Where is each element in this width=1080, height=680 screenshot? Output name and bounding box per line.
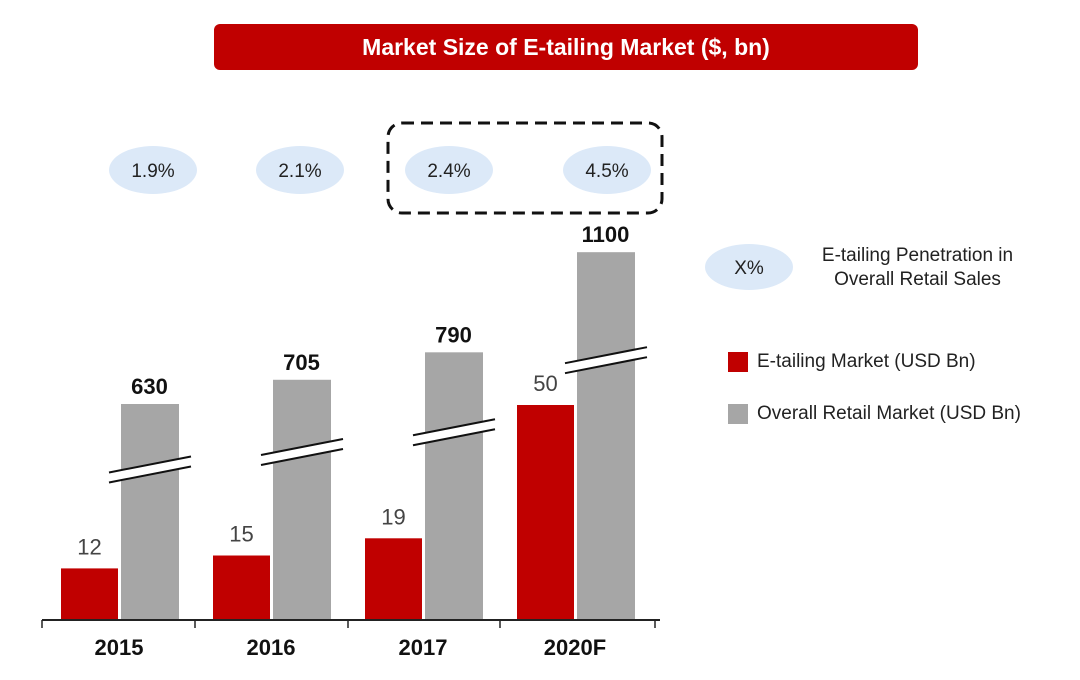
legend-series-0-label: E-tailing Market (USD Bn) — [757, 351, 976, 372]
axis-break-line-2015 — [108, 455, 192, 474]
bar-retail-2017 — [425, 352, 483, 620]
chart-title: Market Size of E-tailing Market ($, bn) — [214, 24, 918, 70]
penetration-label-2015: 1.9% — [131, 161, 174, 182]
x-tick-label-2017: 2017 — [399, 635, 448, 660]
bar-etailing-2017 — [365, 538, 422, 620]
penetration-label-2020F: 4.5% — [585, 161, 628, 182]
axis-break-line-2020F — [564, 356, 648, 375]
data-label-retail-2015: 630 — [131, 374, 168, 399]
penetration-label-2016: 2.1% — [278, 161, 321, 182]
legend-bubble-line2: Overall Retail Sales — [834, 269, 1001, 290]
axis-break-line-2017 — [412, 428, 496, 447]
legend-bubble-line1: E-tailing Penetration in — [821, 245, 1014, 266]
data-label-retail-2017: 790 — [435, 322, 472, 347]
axis-break-gap-2020F — [565, 347, 647, 374]
axis-break-line-2017 — [412, 418, 496, 437]
x-tick-label-2016: 2016 — [247, 635, 296, 660]
bar-retail-2015 — [121, 404, 179, 620]
legend-swatch-retail — [728, 404, 748, 424]
bar-retail-2020F — [577, 252, 635, 620]
data-label-etailing-2016: 15 — [229, 522, 253, 547]
data-label-etailing-2020F: 50 — [533, 371, 557, 396]
penetration-bubble-2020F — [563, 146, 651, 194]
bar-etailing-2020F — [517, 405, 574, 620]
bar-retail-2016 — [273, 379, 331, 620]
penetration-bubble-2015 — [109, 146, 197, 194]
highlight-box — [386, 121, 664, 215]
penetration-bubble-2017 — [405, 146, 493, 194]
axis-break-line-2020F — [564, 346, 648, 365]
axis-break-line-2016 — [260, 448, 344, 467]
axis-break-line-2016 — [260, 438, 344, 457]
data-label-retail-2016: 705 — [283, 350, 320, 375]
axis-break-line-2015 — [108, 465, 192, 484]
bar-etailing-2016 — [213, 555, 270, 620]
x-tick-label-2020F: 2020F — [544, 635, 606, 660]
penetration-label-2017: 2.4% — [427, 161, 470, 182]
legend-series-1-label: Overall Retail Market (USD Bn) — [757, 403, 1021, 424]
legend-bubble-text: E-tailing Penetration in Overall Retail … — [800, 244, 1035, 292]
legend-bubble-label: X% — [734, 258, 764, 279]
legend-swatch-etailing — [728, 352, 748, 372]
data-label-etailing-2015: 12 — [77, 534, 101, 559]
axis-break-gap-2015 — [109, 456, 191, 483]
data-label-etailing-2017: 19 — [381, 504, 405, 529]
x-tick-label-2015: 2015 — [95, 635, 144, 660]
legend-bubble — [705, 244, 793, 290]
axis-break-gap-2016 — [261, 439, 343, 466]
bar-etailing-2015 — [61, 568, 118, 620]
penetration-bubble-2016 — [256, 146, 344, 194]
axis-break-gap-2017 — [413, 419, 495, 446]
data-label-retail-2020F: 1100 — [582, 222, 630, 247]
